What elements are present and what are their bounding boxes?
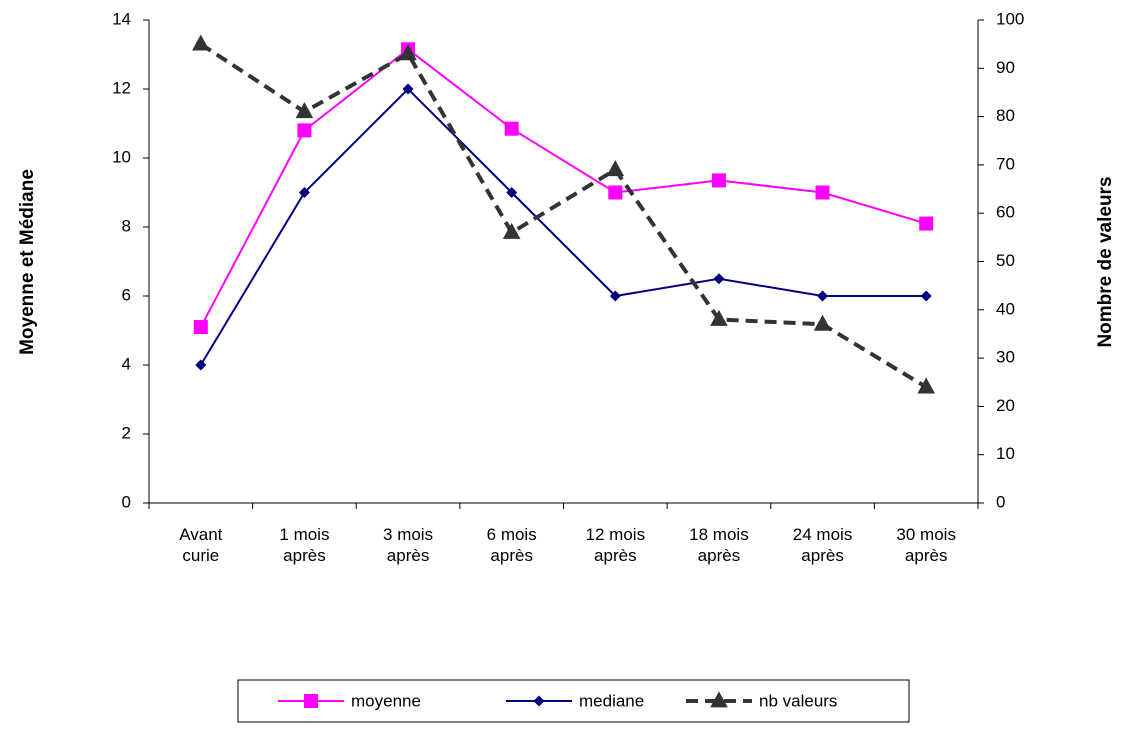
legend-marker [710, 691, 728, 708]
y2-tick-label: 70 [996, 154, 1015, 173]
point [917, 377, 935, 394]
y-axis-label: Moyenne et Médiane [17, 169, 38, 355]
y2-tick-label: 0 [996, 492, 1005, 511]
y-tick-label: 8 [122, 216, 131, 235]
point [506, 187, 518, 198]
x-tick-label: 6 mois après [486, 525, 537, 565]
point [192, 34, 210, 51]
y-tick-label: 14 [112, 9, 131, 28]
legend-marker [533, 695, 545, 707]
x-tick-label: 3 mois après [383, 525, 434, 565]
y2-tick-label: 40 [996, 299, 1015, 318]
point [711, 173, 726, 188]
y2-tick-label: 90 [996, 58, 1015, 77]
x-tick-label: 24 mois après [792, 525, 853, 565]
series-line [199, 48, 927, 328]
legend-label: nb valeurs [759, 691, 837, 710]
legend-label: mediane [579, 691, 644, 710]
point [817, 290, 829, 302]
x-tick-label: 30 mois après [896, 525, 956, 565]
x-tick-label: Avant curie [179, 525, 223, 565]
y-tick-label: 6 [122, 285, 131, 304]
y-tick-label: 10 [112, 147, 131, 166]
point [813, 314, 832, 331]
y-tick-label: 2 [122, 423, 131, 442]
point [195, 359, 207, 371]
point [295, 102, 314, 119]
y2-tick-label: 80 [996, 106, 1015, 125]
legend-label: moyenne [351, 691, 421, 710]
point [399, 44, 417, 61]
y2-tick-label: 10 [996, 444, 1015, 463]
y2-tick-label: 50 [996, 251, 1015, 270]
x-tick-label: 18 mois après [689, 525, 749, 565]
y-tick-label: 0 [122, 492, 131, 511]
legend-box [237, 679, 910, 723]
point [608, 185, 623, 200]
legend-marker [304, 694, 318, 708]
y2-tick-label: 100 [996, 9, 1024, 28]
y-tick-label: 4 [122, 354, 131, 373]
point [502, 222, 521, 239]
point [920, 290, 932, 302]
y2-tick-label: 30 [996, 348, 1015, 367]
y2-tick-label: 60 [996, 203, 1015, 222]
point [297, 123, 312, 138]
y-tick-label: 12 [112, 78, 131, 97]
point [710, 309, 728, 326]
point [713, 273, 725, 285]
x-tick-label: 12 mois après [585, 525, 646, 565]
point [606, 160, 625, 177]
point [815, 185, 830, 200]
y2-tick-label: 20 [996, 396, 1015, 415]
point [919, 216, 934, 231]
point [402, 83, 414, 95]
series-line [199, 42, 928, 389]
point [504, 121, 519, 136]
x-tick-label: 1 mois après [279, 525, 330, 565]
point [298, 187, 310, 198]
point [609, 290, 621, 302]
series-line [199, 87, 927, 366]
y2-axis-label: Nombre de valeurs [1095, 176, 1116, 347]
point [193, 320, 208, 335]
